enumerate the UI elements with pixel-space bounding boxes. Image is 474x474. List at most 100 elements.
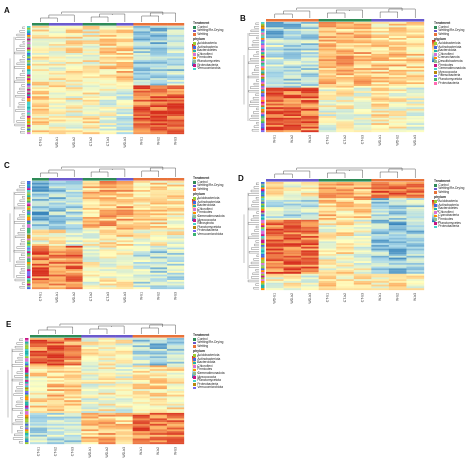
heatmap-cell [82,202,100,205]
heatmap-cell [48,244,66,246]
heatmap-cell [266,254,284,256]
heatmap-cell [353,219,372,222]
heatmap-cell [99,36,117,39]
heatmap-cell [47,396,65,399]
heatmap-cell [32,62,50,64]
heatmap-cell [47,352,65,355]
heatmap-cell [82,116,100,118]
heatmap-cell [353,130,372,133]
treatment-bar-cell [371,179,390,182]
heatmap-cell [116,229,134,232]
heatmap-cell [30,440,48,443]
heatmap-cell [30,403,48,406]
heatmap-cell [406,245,425,247]
heatmap-cell [64,383,82,386]
heatmap-cell [167,62,185,64]
dendrogram-branch [22,210,25,213]
heatmap-cell [167,278,185,281]
phylum-bar-cell [261,263,265,265]
heatmap-cell [150,99,168,102]
heatmap-cell [98,442,116,445]
legend-treatment-title: Treatment [434,21,451,25]
heatmap-cell [388,43,407,46]
heatmap-cell [32,96,50,99]
heatmap-cell [353,116,372,118]
heatmap-cell [301,187,319,190]
dendrogram-branch [251,276,259,279]
phylum-bar-cell [261,69,265,72]
heatmap-cell [318,189,337,192]
heatmap-cell [116,287,134,290]
heatmap-cell [166,387,185,390]
heatmap-cell [283,48,302,51]
heatmap-cell [150,62,168,64]
heatmap-cell [406,194,425,197]
heatmap-cell [283,275,302,278]
heatmap-cell [150,271,168,273]
heatmap-cell [150,254,168,257]
heatmap-cell [266,52,284,55]
heatmap-cell [133,200,151,203]
heatmap-cell [371,82,390,85]
heatmap-cell [283,270,302,273]
heatmap-cell [99,38,117,41]
heatmap-cell [167,251,185,254]
dendrogram-branch [17,415,23,418]
heatmap-cell [65,251,83,254]
heatmap-cell [115,376,133,379]
legend-a: Treatment Control Wetting/Re-Drying Wett… [193,21,223,73]
sample-label: W-b1 [378,293,382,301]
heatmap-cell [116,117,134,120]
phylum-bar-cell [25,347,29,350]
heatmap-cell [166,422,185,425]
heatmap-cell [116,116,134,118]
heatmap-cell [336,52,354,55]
sample-label: WD-b2 [72,137,76,148]
heatmap-cell [65,58,83,61]
dendrogram-branch [16,120,25,123]
phylum-bar-cell [27,65,31,68]
heatmap-cell [149,345,168,348]
heatmap-cell [166,345,185,348]
heatmap-cell [371,288,390,291]
heatmap-cell [150,96,168,99]
legend-phylum-item: Proteobacteria [193,229,225,233]
heatmap-cell [64,391,82,393]
heatmap-cell [64,400,82,403]
heatmap-cell [32,278,50,281]
heatmap-cell [82,247,100,250]
heatmap-cell [388,225,407,228]
phylum-bar-cell [27,193,31,196]
heatmap-cell [301,126,319,129]
dendrogram-branch [20,228,25,231]
heatmap-cell [283,62,302,65]
heatmap-cell [47,369,65,372]
heatmap-cell [133,47,151,50]
heatmap-cell [336,284,354,287]
heatmap-cell [32,87,50,90]
heatmap-cell [166,418,185,421]
color-scale-step [432,61,436,63]
heatmap-cell [99,56,117,59]
heatmap-cell [150,76,168,79]
heatmap-cell [167,222,185,225]
heatmap-cell [81,414,99,417]
heatmap-cell [48,245,66,248]
phylum-bar-cell [25,343,29,346]
heatmap-cell [32,242,50,245]
heatmap-cell [32,287,50,290]
heatmap-cell [65,110,83,113]
heatmap-cell [266,78,284,81]
heatmap-cell [99,108,117,111]
heatmap-cell [406,41,425,44]
heatmap-cell [353,41,372,44]
heatmap-cell [133,251,151,254]
heatmap-cell [406,110,425,113]
heatmap-cell [98,392,116,395]
heatmap-cell [47,418,65,421]
heatmap-cell [30,356,48,359]
heatmap-cell [301,64,319,67]
heatmap-cell [301,243,319,246]
heatmap-cell [371,232,390,235]
heatmap-cell [30,381,48,384]
